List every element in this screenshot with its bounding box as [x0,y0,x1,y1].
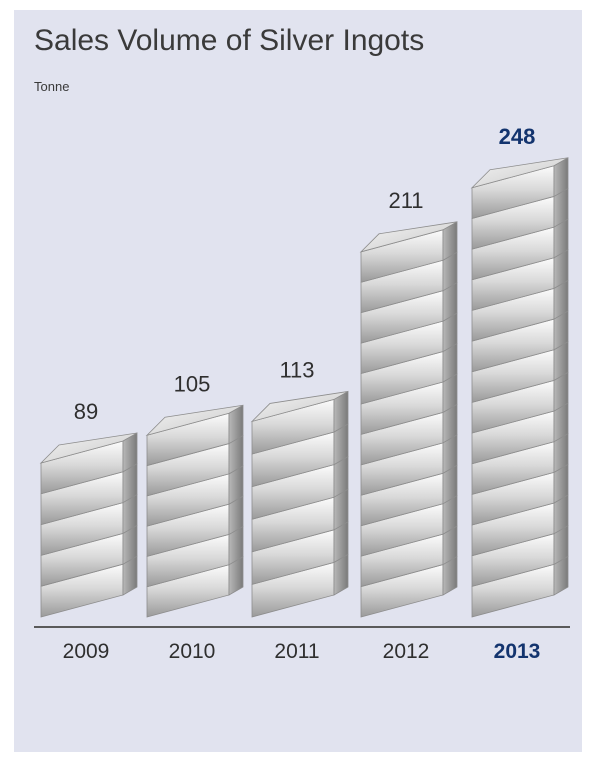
bar-2010 [145,404,244,618]
data-label-2013: 248 [499,124,536,149]
data-label-2012: 211 [388,188,423,213]
bar-2012 [359,221,458,618]
data-label-2011: 113 [279,357,314,382]
chart-panel: Sales Volume of Silver Ingots Tonne 89 20… [14,10,582,752]
x-tick-label-2009: 2009 [63,640,110,663]
x-tick-label-2012: 2012 [383,640,430,663]
chart-title: Sales Volume of Silver Ingots [34,24,425,57]
bar-2011 [250,390,349,618]
unit-label: Tonne [34,79,70,94]
x-tick-label-2013: 2013 [494,640,541,663]
data-label-2010: 105 [174,371,211,396]
x-tick-label-2010: 2010 [169,640,216,663]
bar-2009 [39,432,138,618]
data-label-2009: 89 [74,399,98,424]
bar-chart: 89 2009 105 2010 113 2011 211 2012 248 2013 [34,124,570,663]
x-tick-label-2011: 2011 [274,640,319,663]
bar-2013 [470,157,569,618]
